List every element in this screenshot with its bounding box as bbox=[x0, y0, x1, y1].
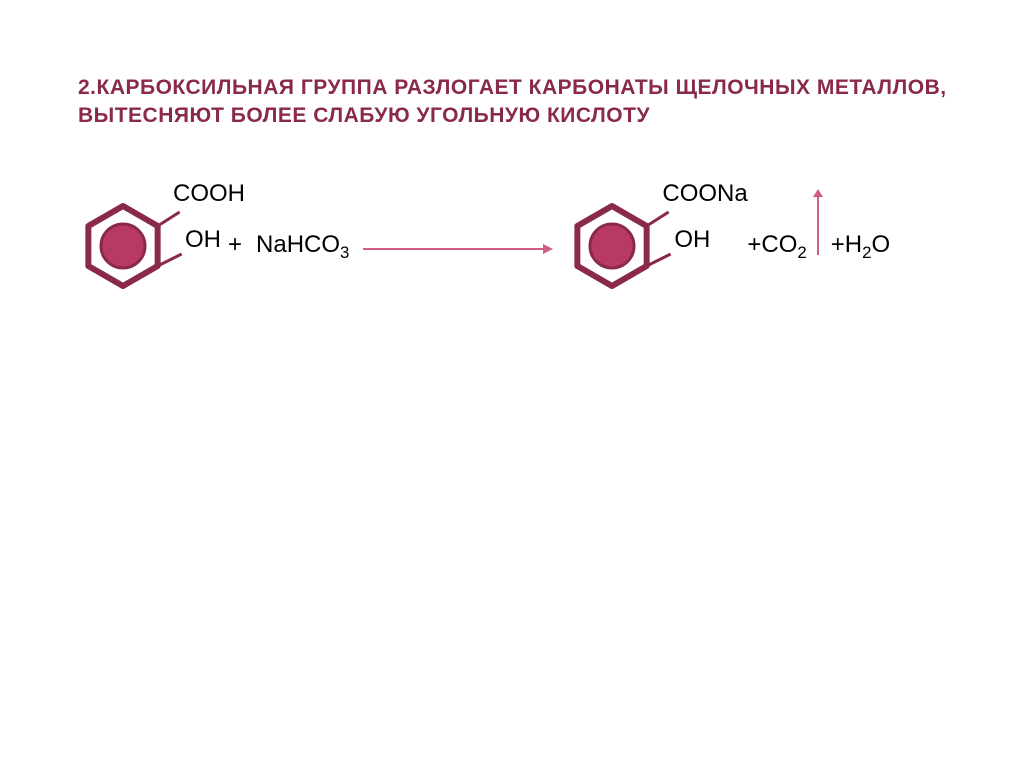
substituent-coona: COONa bbox=[662, 180, 747, 208]
h2o-b: O bbox=[871, 231, 890, 258]
co2-sub: 2 bbox=[797, 243, 806, 262]
plus-3: + bbox=[831, 231, 845, 258]
slide: 2.КАРБОКСИЛЬНАЯ ГРУППА РАЗЛОГАЕТ КАРБОНА… bbox=[0, 0, 1024, 767]
co2-a: CO bbox=[761, 231, 797, 258]
h2o-a: H bbox=[845, 231, 862, 258]
product-molecule: COONa OH bbox=[567, 186, 727, 306]
reaction-row: COOH OH + NaHCO3 COONa OH +CO2 +H2O bbox=[78, 186, 890, 306]
reagent-text: NaHCO bbox=[256, 231, 340, 258]
gas-evolution-arrow-icon bbox=[811, 189, 825, 257]
reaction-arrow-icon bbox=[363, 241, 553, 257]
slide-title: 2.КАРБОКСИЛЬНАЯ ГРУППА РАЗЛОГАЕТ КАРБОНА… bbox=[78, 74, 958, 131]
product-h2o: +H2O bbox=[831, 231, 890, 263]
reagent-sub: 3 bbox=[340, 243, 349, 262]
product-co2: +CO2 bbox=[747, 231, 806, 263]
substituent-oh: OH bbox=[674, 226, 710, 254]
substituent-cooh: COOH bbox=[173, 180, 245, 208]
plus-2: + bbox=[747, 231, 761, 258]
reagent-nahco3: NaHCO3 bbox=[256, 231, 349, 263]
substituent-oh: OH bbox=[185, 226, 221, 254]
reactant-molecule: COOH OH bbox=[78, 186, 238, 306]
